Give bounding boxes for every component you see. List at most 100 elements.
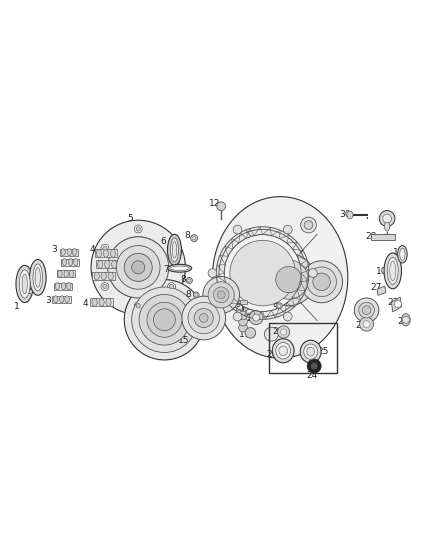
Ellipse shape <box>153 329 170 336</box>
Circle shape <box>117 246 160 289</box>
Ellipse shape <box>108 272 113 280</box>
Circle shape <box>170 246 174 251</box>
Circle shape <box>108 237 169 298</box>
Circle shape <box>276 303 283 309</box>
Ellipse shape <box>67 282 71 289</box>
Ellipse shape <box>385 222 390 231</box>
Text: 4: 4 <box>89 245 95 254</box>
Circle shape <box>124 253 152 281</box>
Circle shape <box>208 269 217 277</box>
Ellipse shape <box>400 248 405 261</box>
Ellipse shape <box>149 318 162 328</box>
Text: 10: 10 <box>376 267 387 276</box>
Circle shape <box>191 235 198 241</box>
Ellipse shape <box>69 270 74 277</box>
Text: 19: 19 <box>231 301 242 310</box>
Circle shape <box>300 261 343 303</box>
Circle shape <box>278 304 281 308</box>
Ellipse shape <box>67 248 71 256</box>
Bar <box>96 261 119 268</box>
Ellipse shape <box>304 344 318 359</box>
Circle shape <box>239 317 247 326</box>
Circle shape <box>217 202 226 211</box>
Text: 8: 8 <box>185 231 191 239</box>
Circle shape <box>269 260 308 299</box>
Circle shape <box>276 266 302 293</box>
Ellipse shape <box>167 234 181 265</box>
Text: 22: 22 <box>387 298 399 307</box>
Text: 9: 9 <box>211 294 217 302</box>
Bar <box>60 248 78 256</box>
Circle shape <box>307 359 321 373</box>
Circle shape <box>265 327 279 341</box>
Circle shape <box>300 217 316 233</box>
Ellipse shape <box>53 296 58 303</box>
Ellipse shape <box>106 298 111 306</box>
Circle shape <box>263 253 315 306</box>
Text: 20: 20 <box>246 313 258 322</box>
Ellipse shape <box>68 259 73 265</box>
Ellipse shape <box>65 296 69 303</box>
Text: 29: 29 <box>380 215 392 224</box>
Ellipse shape <box>64 270 68 277</box>
Ellipse shape <box>272 339 294 363</box>
Ellipse shape <box>94 272 99 280</box>
Circle shape <box>213 287 229 303</box>
Bar <box>61 259 79 265</box>
Circle shape <box>245 328 256 338</box>
Circle shape <box>203 277 240 313</box>
Circle shape <box>219 229 306 317</box>
Circle shape <box>188 302 219 334</box>
Text: 17: 17 <box>240 330 251 338</box>
Circle shape <box>233 225 242 234</box>
Ellipse shape <box>58 270 62 277</box>
Circle shape <box>230 240 295 306</box>
Circle shape <box>101 244 109 252</box>
Text: 30: 30 <box>339 209 350 219</box>
Circle shape <box>360 317 374 331</box>
Text: 2: 2 <box>25 287 31 296</box>
Ellipse shape <box>276 343 290 359</box>
Circle shape <box>239 311 247 320</box>
Ellipse shape <box>402 313 410 326</box>
Ellipse shape <box>22 274 27 294</box>
Ellipse shape <box>35 268 40 287</box>
Bar <box>240 300 247 304</box>
Circle shape <box>199 313 208 322</box>
Ellipse shape <box>19 270 30 298</box>
Circle shape <box>188 279 191 282</box>
Bar <box>57 270 75 277</box>
Circle shape <box>283 225 292 234</box>
Circle shape <box>153 309 175 330</box>
Text: 8: 8 <box>272 301 278 310</box>
Text: 28: 28 <box>365 232 377 241</box>
Circle shape <box>253 314 260 321</box>
Ellipse shape <box>157 331 166 335</box>
Ellipse shape <box>74 259 78 265</box>
Text: 12: 12 <box>209 199 220 208</box>
Text: 1: 1 <box>14 302 20 311</box>
Ellipse shape <box>62 259 67 265</box>
Text: 23: 23 <box>272 327 284 336</box>
Circle shape <box>363 321 370 328</box>
Bar <box>52 296 71 303</box>
Text: 3: 3 <box>45 296 51 305</box>
Text: 4: 4 <box>83 299 88 308</box>
Circle shape <box>124 280 205 360</box>
Circle shape <box>103 246 107 251</box>
Circle shape <box>194 292 199 298</box>
Circle shape <box>278 326 290 338</box>
Ellipse shape <box>61 248 65 256</box>
Circle shape <box>379 211 395 227</box>
Bar <box>54 282 72 289</box>
Bar <box>269 323 337 374</box>
Circle shape <box>283 312 292 321</box>
Circle shape <box>359 302 374 318</box>
Bar <box>371 234 395 240</box>
Ellipse shape <box>61 282 66 289</box>
Circle shape <box>186 277 192 284</box>
Text: 13: 13 <box>141 320 153 329</box>
Circle shape <box>304 221 313 229</box>
Circle shape <box>134 302 142 310</box>
Circle shape <box>132 287 197 352</box>
